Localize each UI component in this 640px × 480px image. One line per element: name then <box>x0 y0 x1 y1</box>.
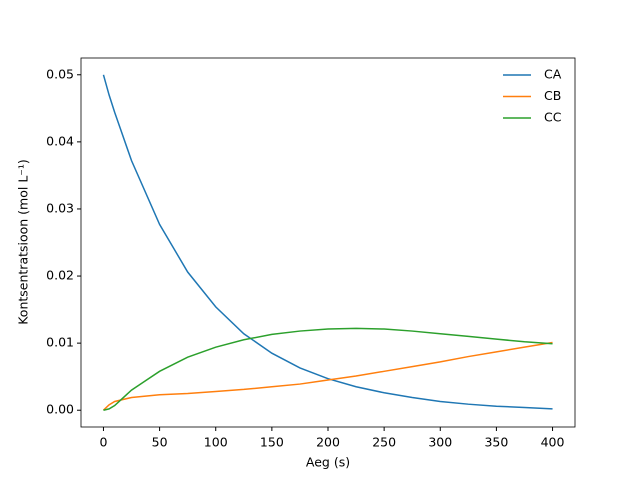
line <box>102 74 553 410</box>
x-axis-label: Aeg (s) <box>306 455 350 470</box>
x-tick-label: 50 <box>152 435 168 450</box>
plot-frame <box>80 57 576 428</box>
line <box>102 341 553 411</box>
y-tick-label: 0.04 <box>46 133 74 148</box>
x-tick-label: 250 <box>372 435 396 450</box>
legend-label: CC <box>544 110 562 125</box>
x-tick-label: 200 <box>316 435 340 450</box>
x-tick-label: 400 <box>541 435 565 450</box>
legend-label: CA <box>544 67 562 82</box>
y-tick-label: 0.03 <box>46 200 74 215</box>
y-axis-label: Kontsentratsioon (mol L⁻¹) <box>16 159 31 325</box>
line <box>103 327 553 411</box>
x-tick-label: 0 <box>99 435 107 450</box>
x-tick-label: 100 <box>204 435 228 450</box>
y-tick-label: 0.05 <box>46 66 74 81</box>
x-tick-label: 150 <box>260 435 284 450</box>
x-tick-label: 350 <box>484 435 508 450</box>
y-tick-label: 0.01 <box>46 335 74 350</box>
y-tick-label: 0.00 <box>46 402 74 417</box>
x-tick-label: 300 <box>428 435 452 450</box>
y-tick-label: 0.02 <box>46 268 74 283</box>
legend-label: CB <box>544 88 561 103</box>
